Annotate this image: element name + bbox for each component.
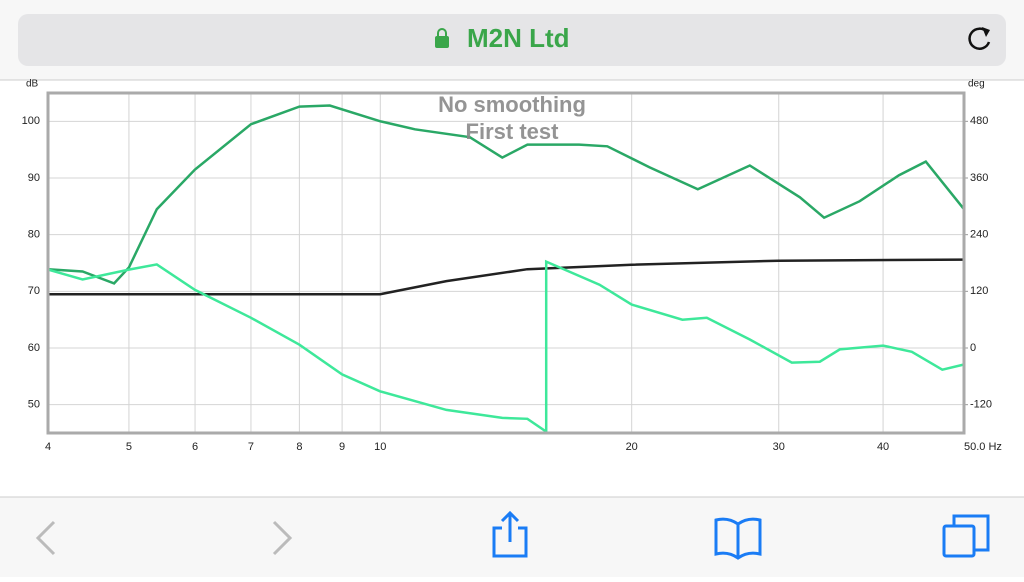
y2-tick-label: 120 [970,285,988,297]
y2-axis-label: deg [968,79,985,90]
reload-button[interactable] [968,27,991,50]
chart-title: No smoothing [438,92,586,117]
x-tick-label: 9 [339,441,345,453]
x-tick-label: 7 [248,441,254,453]
y2-tick-label: 360 [970,172,988,184]
series-line [48,258,965,296]
x-tick-label: 30 [773,441,785,453]
x-tick-label: 40 [877,441,889,453]
bookmarks-button[interactable] [714,517,762,560]
y2-tick-label: -120 [970,399,992,411]
y-tick-label: 100 [22,115,40,127]
y2-tick-label: 0 [970,342,976,354]
tabs-button[interactable] [942,514,990,558]
share-button[interactable] [492,510,528,558]
plot-area [48,93,964,433]
series-line [47,104,965,285]
url-bar[interactable] [18,14,1006,66]
x-tick-label: 8 [296,441,302,453]
url-text: M2N Ltd [467,23,570,53]
y-axis-label: dB [26,79,39,90]
x-tick-label: 6 [192,441,198,453]
back-button[interactable] [35,520,56,556]
forward-button[interactable] [272,520,293,556]
y-tick-label: 50 [28,399,40,411]
chart-subtitle: First test [466,119,560,144]
y-tick-label: 80 [28,229,40,241]
x-tick-label: 5 [126,441,132,453]
chart: 4 5 6 7 8 9 10 20 30 40 50.0 Hz 50 60 70 80 90 100 -120 0 1… [22,79,1002,453]
x-tick-label: 20 [626,441,638,453]
y2-tick-label: 240 [970,229,988,241]
bottom-bar [0,497,1024,577]
series-line [47,259,965,434]
x-tick-label: 4 [45,441,51,453]
x-tick-label: 10 [374,441,386,453]
x-tick-label: 50.0 Hz [964,441,1002,453]
lock-icon [435,28,449,48]
y2-tick-label: 480 [970,115,988,127]
plot-border [46,91,966,435]
y-tick-label: 90 [28,172,40,184]
y-tick-label: 70 [28,285,40,297]
y-tick-label: 60 [28,342,40,354]
